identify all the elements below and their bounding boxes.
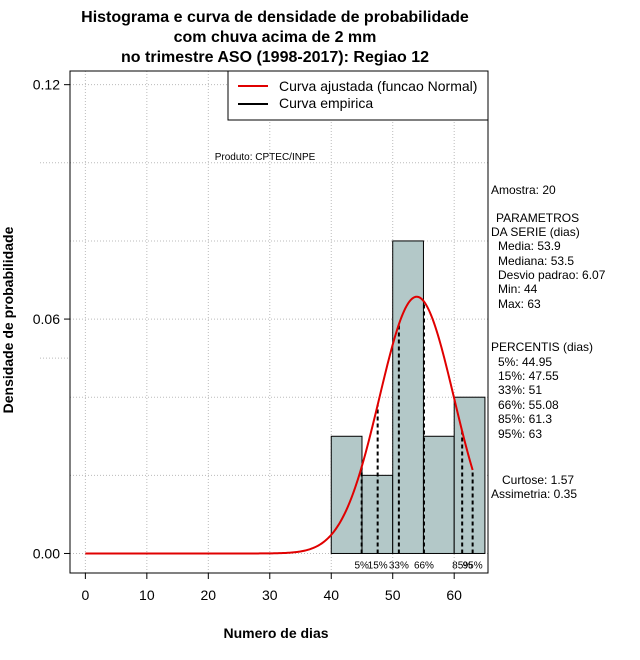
chart-title-line-3: no trimestre ASO (1998-2017): Regiao 12 (121, 49, 429, 66)
param-mediana: Mediana: 53.5 (498, 254, 574, 268)
legend-box (227, 70, 489, 121)
x-axis-label: Numero de dias (223, 625, 328, 641)
percentil-85: 85%: 61.3 (498, 412, 552, 426)
fitted-curve-line (85, 295, 474, 555)
percentis-title: PERCENTIS (dias) (491, 340, 593, 354)
legend-fitted-label: Curva ajustada (funcao Normal) (279, 78, 477, 94)
percentil-5: 5%: 44.95 (498, 355, 552, 369)
param-min: Min: 44 (498, 282, 538, 296)
percentil-15: 15%: 47.55 (498, 369, 559, 383)
params-title-2: DA SERIE (dias) (491, 225, 580, 239)
param-max: Max: 63 (498, 297, 541, 311)
histogram-bar (422, 435, 455, 554)
x-tick-label: 50 (385, 587, 401, 603)
legend: Curva ajustada (funcao Normal) Curva emp… (227, 70, 489, 121)
x-tick-label: 40 (323, 587, 339, 603)
y-axis-label: Densidade de probabilidade (0, 226, 16, 413)
percentile-label: 33% (389, 560, 409, 571)
y-tick-label: 0.00 (33, 545, 60, 561)
side-panel: Amostra: 20 PARAMETROS DA SERIE (dias) M… (491, 183, 606, 501)
percentile-label: 15% (368, 560, 388, 571)
y-tick-label: 0.06 (33, 311, 60, 327)
percentile-label: 66% (414, 560, 434, 571)
legend-empirical-label: Curva empirica (279, 95, 373, 111)
chart-title-line-2: com chuva acima de 2 mm (174, 29, 377, 46)
x-tick-label: 20 (201, 587, 217, 603)
param-desvio: Desvio padrao: 6.07 (498, 268, 606, 282)
product-annotation: Produto: CPTEC/INPE (215, 152, 316, 163)
percentil-66: 66%: 55.08 (498, 398, 559, 412)
percentile-label: 5% (354, 560, 369, 571)
assimetria: Assimetria: 0.35 (491, 487, 577, 501)
chart-title-line-1: Histograma e curva de densidade de proba… (81, 9, 469, 26)
histogram-bars (330, 240, 486, 554)
curtose: Curtose: 1.57 (502, 473, 574, 487)
sample-size: Amostra: 20 (491, 183, 556, 197)
params-title-1: PARAMETROS (496, 211, 579, 225)
x-tick-label: 30 (262, 587, 278, 603)
x-tick-label: 0 (81, 587, 89, 603)
histogram-bar (453, 396, 486, 554)
percentile-label: 85% (452, 560, 472, 571)
axis-ticks: 0 10 20 30 40 50 60 0.00 0.06 0.12 (33, 77, 462, 603)
percentil-33: 33%: 51 (498, 383, 542, 397)
percentile-lines: 5%15% 33% 66% 85%95% (354, 301, 483, 571)
x-tick-label: 10 (139, 587, 155, 603)
histogram-bar (392, 240, 424, 554)
fitted-curve (85, 295, 474, 555)
percentil-95: 95%: 63 (498, 427, 542, 441)
histogram-bar (330, 435, 363, 554)
param-media: Media: 53.9 (498, 239, 561, 253)
x-tick-label: 60 (446, 587, 462, 603)
percentile-label: 95% (463, 560, 483, 571)
y-tick-label: 0.12 (33, 77, 60, 93)
